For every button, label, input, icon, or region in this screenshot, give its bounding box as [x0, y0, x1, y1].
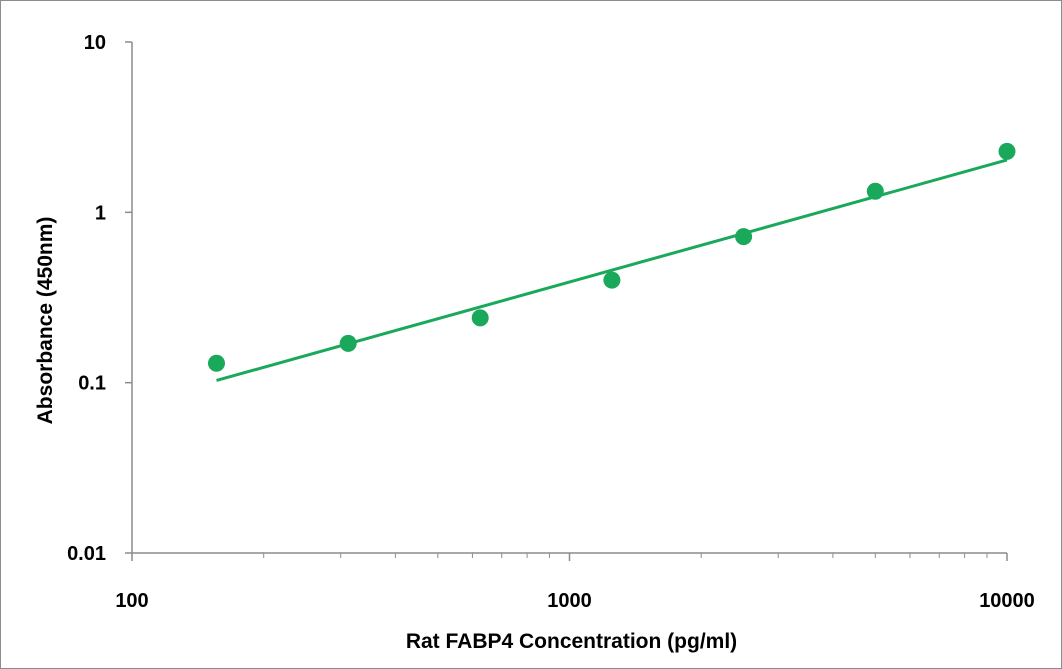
data-point: [339, 334, 357, 352]
data-point: [603, 271, 621, 289]
trendline-group: [216, 158, 1008, 382]
y-tick-label: 0.1: [78, 373, 106, 395]
trendline: [216, 158, 1008, 382]
x-tick-label: 1000: [547, 590, 592, 612]
y-axis-title: Absorbance (450nm): [34, 217, 57, 425]
x-axis-title: Rat FABP4 Concentration (pg/ml): [406, 630, 737, 653]
data-points: [207, 142, 1016, 372]
data-point: [471, 309, 489, 327]
axes: [131, 42, 1007, 554]
ticks: [125, 41, 1008, 561]
y-tick-label: 0.01: [67, 543, 106, 565]
data-point: [207, 354, 225, 372]
x-tick-label: 100: [115, 590, 148, 612]
data-point: [735, 228, 753, 246]
x-tick-label: 10000: [979, 590, 1035, 612]
data-point: [998, 142, 1016, 160]
y-tick-label: 1: [95, 202, 106, 224]
tick-labels: 10 1 0.1 0.01 100 1000 10000: [67, 32, 1035, 612]
y-tick-label: 10: [84, 32, 106, 54]
data-point: [866, 182, 884, 200]
